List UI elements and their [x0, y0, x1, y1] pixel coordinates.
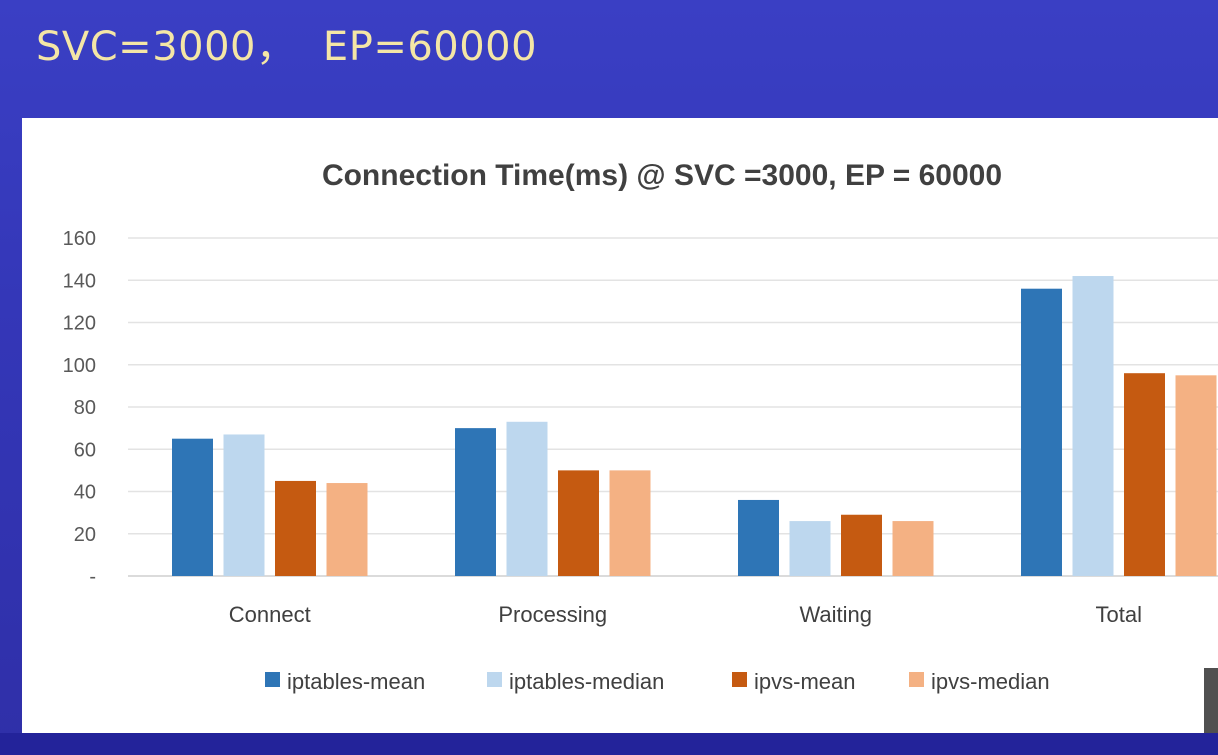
chart-card: Connection Time(ms) @ SVC =3000, EP = 60…	[22, 118, 1218, 733]
bar-ipvs-median-processing	[609, 470, 651, 576]
bar-ipvs-mean-processing	[558, 470, 599, 576]
x-category-label: Connect	[229, 602, 311, 627]
legend-label-ipvs-mean: ipvs-mean	[754, 669, 855, 694]
scrollbar-thumb[interactable]	[1204, 668, 1218, 734]
bar-ipvs-mean-waiting	[841, 514, 882, 576]
y-tick-label: 40	[74, 482, 96, 504]
bar-iptables-median-total	[1072, 276, 1114, 576]
legend-swatch-ipvs-median	[909, 672, 924, 687]
bar-iptables-median-waiting	[789, 521, 831, 576]
y-tick-label: 80	[74, 397, 96, 419]
bar-chart: Connection Time(ms) @ SVC =3000, EP = 60…	[63, 159, 1218, 694]
x-category-label: Processing	[498, 602, 607, 627]
y-tick-label: -	[89, 566, 96, 588]
legend-label-iptables-mean: iptables-mean	[287, 669, 425, 694]
bar-iptables-median-connect	[223, 434, 265, 576]
y-tick-label: 60	[74, 439, 96, 461]
legend-swatch-ipvs-mean	[732, 672, 747, 687]
bar-ipvs-median-total	[1175, 375, 1217, 576]
bar-ipvs-mean-total	[1124, 373, 1165, 576]
chart-title: Connection Time(ms) @ SVC =3000, EP = 60…	[322, 159, 1002, 192]
bars	[172, 276, 1217, 576]
y-tick-label: 20	[74, 524, 96, 546]
y-tick-label: 120	[63, 313, 96, 335]
bar-iptables-mean-total	[1021, 288, 1062, 576]
bottom-bar	[0, 733, 1218, 755]
y-tick-label: 160	[63, 228, 96, 250]
x-axis-categories: Connect Processing Waiting Total	[229, 602, 1142, 627]
legend: iptables-mean iptables-median ipvs-mean ipv…	[265, 669, 1050, 694]
bar-ipvs-median-waiting	[892, 521, 934, 576]
slide-title: SVC=3000， EP=60000	[36, 24, 538, 70]
legend-label-iptables-median: iptables-median	[509, 669, 664, 694]
legend-swatch-iptables-mean	[265, 672, 280, 687]
bar-iptables-mean-processing	[455, 428, 496, 576]
legend-label-ipvs-median: ipvs-median	[931, 669, 1050, 694]
bar-ipvs-mean-connect	[275, 480, 316, 576]
x-category-label: Total	[1096, 602, 1142, 627]
bar-iptables-median-processing	[506, 421, 548, 576]
legend-swatch-iptables-median	[487, 672, 502, 687]
x-category-label: Waiting	[799, 602, 872, 627]
bar-iptables-mean-waiting	[738, 499, 779, 576]
y-tick-label: 140	[63, 270, 96, 292]
bar-ipvs-median-connect	[326, 483, 368, 576]
y-tick-label: 100	[63, 355, 96, 377]
bar-iptables-mean-connect	[172, 438, 213, 576]
y-axis-ticks: - 20 40 60 80 100 120 140 160	[63, 228, 96, 588]
